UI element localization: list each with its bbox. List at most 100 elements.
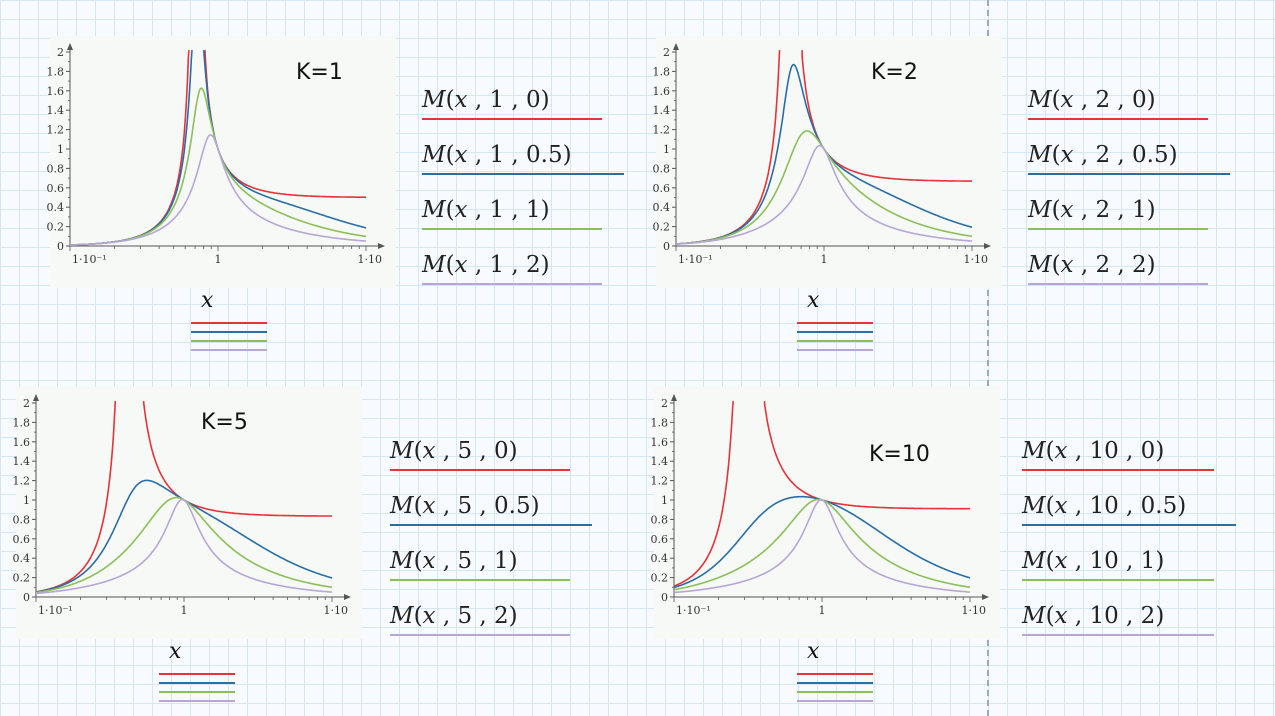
y-tick-label: 0.6 xyxy=(13,533,31,546)
series-d05 xyxy=(673,495,971,589)
trace-green xyxy=(797,691,873,693)
legend-line-red xyxy=(1022,469,1214,471)
plot-k1[interactable]: 0 0.2 0.4 0.6 0.8 1 1.2 1.4 1.6 1.8 2 1·10⁻¹ 1 1·10 xyxy=(47,36,396,288)
trace-key-k5[interactable] xyxy=(159,673,235,709)
legend-expr: M(x , 5 , 0) xyxy=(390,438,518,464)
y-tick-label: 1.2 xyxy=(47,124,65,137)
x-axis-variable-k5[interactable]: x xyxy=(169,639,182,664)
y-tick-label: 0.4 xyxy=(47,201,65,214)
trace-key-k2[interactable] xyxy=(797,322,873,358)
legend-line-red xyxy=(422,118,602,120)
legend-entry-k10-d1[interactable]: M(x , 10 , 1) xyxy=(1022,547,1214,581)
y-tick-label: 0.4 xyxy=(653,201,671,214)
trace-key-k10[interactable] xyxy=(797,673,873,709)
plot-k10[interactable]: 0 0.2 0.4 0.6 0.8 1 1.2 1.4 1.6 1.8 2 1·10⁻¹ 1 1·10 xyxy=(651,387,1000,639)
x-tick-label: 1 xyxy=(215,253,222,266)
plot-region-k5[interactable]: 0 0.2 0.4 0.6 0.8 1 1.2 1.4 1.6 1.8 2 1·10⁻¹ 1 1·10 xyxy=(13,387,362,639)
x-tick-label: 1·10⁻¹ xyxy=(678,253,713,266)
k-label-k10: K=10 xyxy=(869,442,930,467)
page-break-divider xyxy=(987,0,989,716)
y-tick-label: 2 xyxy=(661,397,668,410)
trace-purple xyxy=(159,700,235,702)
legend-expr: M(x , 5 , 2) xyxy=(390,603,518,629)
legend-expr: M(x , 10 , 0) xyxy=(1022,438,1165,464)
x-tick-label: 1·10 xyxy=(964,253,989,266)
legend-expr: M(x , 5 , 1) xyxy=(390,548,518,574)
legend-line-blue xyxy=(390,524,592,526)
y-axis-arrow-icon xyxy=(671,394,677,401)
y-tick-label: 1 xyxy=(663,143,670,156)
x-tick-label: 1·10 xyxy=(324,604,349,617)
series-d1 xyxy=(35,496,333,594)
y-tick-label: 1.2 xyxy=(653,124,671,137)
y-tick-label: 0.6 xyxy=(47,182,65,195)
legend-entry-k1-d1[interactable]: M(x , 1 , 1) xyxy=(422,196,602,230)
x-tick-label: 1 xyxy=(819,604,826,617)
x-tick-label: 1·10 xyxy=(358,253,383,266)
legend-entry-k5-d05[interactable]: M(x , 5 , 0.5) xyxy=(390,492,592,526)
y-tick-label: 0.6 xyxy=(653,182,671,195)
legend-expr: M(x , 1 , 0) xyxy=(422,87,550,113)
x-axis-variable-k2[interactable]: x xyxy=(807,288,820,313)
trace-red xyxy=(797,322,873,324)
legend-entry-k2-d1[interactable]: M(x , 2 , 1) xyxy=(1028,196,1208,230)
legend-expr: M(x , 10 , 0.5) xyxy=(1022,493,1187,519)
legend-entry-k5-d1[interactable]: M(x , 5 , 1) xyxy=(390,547,570,581)
legend-line-red xyxy=(390,469,570,471)
y-tick-label: 0.2 xyxy=(653,221,671,234)
y-tick-label: 0.8 xyxy=(653,162,671,175)
x-tick-label: 1·10⁻¹ xyxy=(676,604,711,617)
plot-k2[interactable]: 0 0.2 0.4 0.6 0.8 1 1.2 1.4 1.6 1.8 2 1·10⁻¹ 1 1·10 xyxy=(653,36,1002,288)
legend-line-green xyxy=(1022,579,1214,581)
y-tick-label: 0.8 xyxy=(47,162,65,175)
legend-entry-k5-d0[interactable]: M(x , 5 , 0) xyxy=(390,437,570,471)
x-tick-label: 1 xyxy=(821,253,828,266)
trace-purple xyxy=(191,349,267,351)
legend-entry-k1-d05[interactable]: M(x , 1 , 0.5) xyxy=(422,141,624,175)
series-d2 xyxy=(69,134,367,246)
y-tick-label: 1 xyxy=(57,143,64,156)
y-tick-label: 1.6 xyxy=(651,436,669,449)
trace-red xyxy=(191,322,267,324)
series-d1 xyxy=(69,87,367,246)
legend-line-purple xyxy=(1028,283,1208,285)
legend-line-blue xyxy=(1022,524,1236,526)
legend-line-purple xyxy=(390,634,570,636)
trace-blue xyxy=(797,682,873,684)
y-tick-label: 0.2 xyxy=(47,221,65,234)
x-tick-label: 1 xyxy=(181,604,188,617)
x-axis-variable-k1[interactable]: x xyxy=(201,288,214,313)
legend-entry-k2-d2[interactable]: M(x , 2 , 2) xyxy=(1028,251,1208,285)
y-tick-label: 0.2 xyxy=(651,572,669,585)
y-tick-label: 1 xyxy=(661,494,668,507)
trace-key-k1[interactable] xyxy=(191,322,267,358)
legend-entry-k2-d05[interactable]: M(x , 2 , 0.5) xyxy=(1028,141,1230,175)
legend-entry-k10-d0[interactable]: M(x , 10 , 0) xyxy=(1022,437,1214,471)
y-tick-label: 1.8 xyxy=(653,65,671,78)
legend-line-green xyxy=(422,228,602,230)
x-axis-variable-k10[interactable]: x xyxy=(807,639,820,664)
legend-line-purple xyxy=(1022,634,1214,636)
legend-entry-k1-d2[interactable]: M(x , 1 , 2) xyxy=(422,251,602,285)
plot-k5[interactable]: 0 0.2 0.4 0.6 0.8 1 1.2 1.4 1.6 1.8 2 1·10⁻¹ 1 1·10 xyxy=(13,387,362,639)
plot-region-k10[interactable]: 0 0.2 0.4 0.6 0.8 1 1.2 1.4 1.6 1.8 2 1·10⁻¹ 1 1·10 xyxy=(651,387,1000,639)
x-tick-label: 1·10⁻¹ xyxy=(38,604,73,617)
y-tick-label: 1.8 xyxy=(13,416,31,429)
legend-entry-k2-d0[interactable]: M(x , 2 , 0) xyxy=(1028,86,1208,120)
y-tick-label: 0.4 xyxy=(651,552,669,565)
legend-entry-k1-d0[interactable]: M(x , 1 , 0) xyxy=(422,86,602,120)
legend-entry-k10-d2[interactable]: M(x , 10 , 2) xyxy=(1022,602,1214,636)
y-tick-label: 1.6 xyxy=(13,436,31,449)
series-d0 xyxy=(675,50,973,245)
legend-entry-k5-d2[interactable]: M(x , 5 , 2) xyxy=(390,602,570,636)
plot-region-k2[interactable]: 0 0.2 0.4 0.6 0.8 1 1.2 1.4 1.6 1.8 2 1·10⁻¹ 1 1·10 xyxy=(653,36,1002,288)
legend-entry-k10-d05[interactable]: M(x , 10 , 0.5) xyxy=(1022,492,1236,526)
plot-region-k1[interactable]: 0 0.2 0.4 0.6 0.8 1 1.2 1.4 1.6 1.8 2 1·10⁻¹ 1 1·10 xyxy=(47,36,396,288)
legend-line-purple xyxy=(422,283,602,285)
y-tick-label: 1.6 xyxy=(653,85,671,98)
series-d05 xyxy=(35,479,333,593)
legend-line-blue xyxy=(422,173,624,175)
k-label-k2: K=2 xyxy=(871,60,918,85)
y-tick-label: 0 xyxy=(661,591,668,604)
y-tick-label: 1.2 xyxy=(651,475,669,488)
